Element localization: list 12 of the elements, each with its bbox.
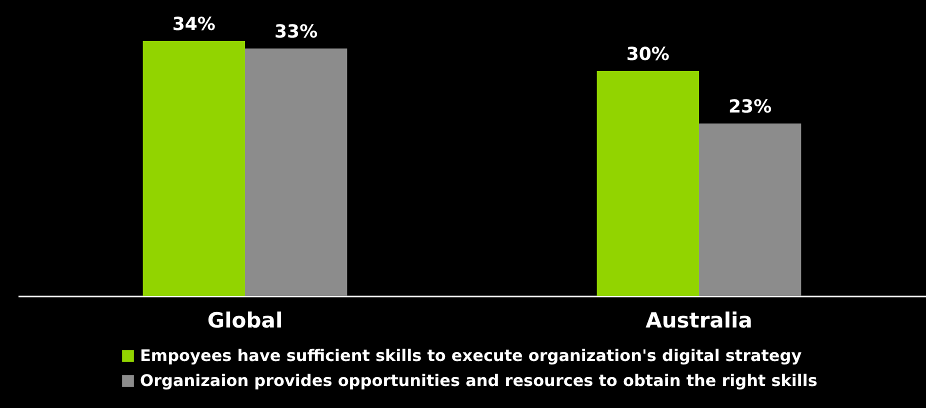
bar	[142, 41, 245, 296]
bar	[245, 48, 348, 296]
data-label: 33%	[274, 22, 318, 42]
legend-label: Empoyees have sufficient skills to execute organization's digital strategy	[140, 346, 802, 365]
data-label: 30%	[626, 44, 670, 65]
data-label: 23%	[728, 96, 772, 118]
legend-label: Organizaion provides opportunities and resources to obtain the right skills	[140, 371, 818, 390]
bar	[596, 71, 699, 296]
data-label: 34%	[172, 14, 216, 35]
x-tick-label: Global	[207, 308, 283, 332]
x-tick-label: Australia	[646, 308, 752, 332]
bar	[699, 124, 802, 296]
